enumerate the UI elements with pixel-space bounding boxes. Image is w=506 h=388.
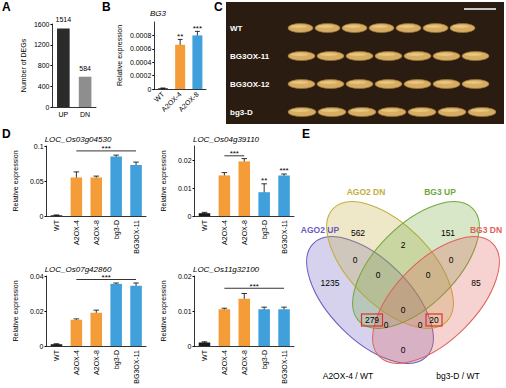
svg-text:bg3-D / WT: bg3-D / WT — [436, 371, 479, 381]
svg-text:WT: WT — [230, 24, 243, 33]
html-text:D: D — [2, 127, 11, 141]
svg-text:0: 0 — [449, 255, 454, 265]
svg-text:0: 0 — [40, 343, 44, 350]
html-text:E: E — [302, 127, 310, 141]
svg-text:0: 0 — [353, 255, 358, 265]
svg-text:0.1: 0.1 — [34, 143, 44, 150]
svg-text:0.0008: 0.0008 — [130, 32, 152, 39]
svg-text:Relative expression: Relative expression — [12, 280, 20, 341]
svg-text:WT: WT — [53, 219, 60, 231]
svg-text:LOC_Os07g42860: LOC_Os07g42860 — [45, 265, 112, 274]
svg-text:0.01: 0.01 — [178, 308, 192, 315]
svg-text:A2OX-4: A2OX-4 — [160, 90, 183, 114]
svg-text:0: 0 — [188, 213, 192, 220]
svg-text:0.04: 0.04 — [30, 273, 44, 280]
svg-text:Relative expression: Relative expression — [160, 280, 168, 341]
svg-text:1235: 1235 — [321, 278, 340, 288]
svg-text:0.02: 0.02 — [30, 308, 44, 315]
svg-text:Number of DEGs: Number of DEGs — [20, 38, 27, 92]
svg-text:WT: WT — [201, 219, 208, 231]
svg-text:0.0002: 0.0002 — [130, 72, 152, 79]
svg-text:85: 85 — [471, 278, 481, 288]
svg-text:0.0004: 0.0004 — [130, 59, 152, 66]
svg-text:0: 0 — [384, 320, 389, 330]
svg-text:bg3-D: bg3-D — [261, 350, 269, 369]
svg-text:bg3-D: bg3-D — [230, 108, 253, 117]
svg-text:**: ** — [261, 176, 267, 185]
svg-text:bg3-D: bg3-D — [261, 220, 269, 239]
svg-text:A2OX-4: A2OX-4 — [73, 350, 80, 375]
svg-text:BG3OX-11: BG3OX-11 — [281, 350, 288, 384]
svg-text:0.01: 0.01 — [178, 185, 192, 192]
svg-text:BG3OX-11: BG3OX-11 — [230, 52, 270, 61]
svg-text:0: 0 — [401, 345, 406, 355]
svg-text:bg3-D: bg3-D — [113, 350, 121, 369]
svg-text:BG3 UP: BG3 UP — [424, 187, 456, 197]
svg-text:Relative expression: Relative expression — [160, 150, 168, 211]
svg-text:0.05: 0.05 — [30, 178, 44, 185]
svg-text:400: 400 — [38, 83, 50, 90]
svg-text:BG3OX-12: BG3OX-12 — [230, 80, 270, 89]
svg-text:1600: 1600 — [34, 21, 50, 28]
svg-text:A2OX-8: A2OX-8 — [241, 220, 248, 245]
svg-text:A2OX-8: A2OX-8 — [177, 90, 200, 113]
svg-text:A2OX-4: A2OX-4 — [221, 350, 228, 375]
svg-text:A2OX-4 / WT: A2OX-4 / WT — [323, 371, 374, 381]
svg-text:BG3OX-11: BG3OX-11 — [133, 220, 140, 254]
svg-text:0: 0 — [401, 305, 406, 315]
svg-text:Relative expression: Relative expression — [116, 25, 124, 86]
svg-text:A2OX-4: A2OX-4 — [73, 220, 80, 245]
svg-text:A2OX-8: A2OX-8 — [93, 220, 100, 245]
svg-text:151: 151 — [441, 228, 455, 238]
svg-text:BG3 DN: BG3 DN — [470, 225, 502, 235]
svg-text:2: 2 — [401, 240, 406, 250]
svg-text:AGO2 DN: AGO2 DN — [347, 187, 386, 197]
svg-text:LOC_Os11g32100: LOC_Os11g32100 — [193, 265, 260, 274]
svg-text:AGO2 UP: AGO2 UP — [301, 225, 340, 235]
svg-text:WT: WT — [201, 349, 208, 361]
svg-text:LOC_Os03g04530: LOC_Os03g04530 — [45, 135, 112, 144]
svg-text:800: 800 — [38, 62, 50, 69]
svg-text:20: 20 — [429, 315, 439, 325]
svg-text:***: *** — [230, 149, 239, 158]
svg-text:BG3: BG3 — [150, 9, 167, 18]
svg-text:0: 0 — [426, 270, 431, 280]
svg-text:0: 0 — [418, 320, 423, 330]
svg-text:562: 562 — [351, 228, 365, 238]
svg-text:WT: WT — [53, 349, 60, 361]
svg-text:A2OX-4: A2OX-4 — [221, 220, 228, 245]
svg-text:***: *** — [279, 166, 288, 175]
svg-text:0.02: 0.02 — [178, 157, 192, 164]
svg-text:***: *** — [102, 273, 111, 282]
svg-text:0.02: 0.02 — [178, 273, 192, 280]
svg-text:LOC_Os04g39110: LOC_Os04g39110 — [193, 135, 260, 144]
svg-text:0.0006: 0.0006 — [130, 45, 152, 52]
svg-text:DN: DN — [80, 111, 90, 118]
svg-text:A2OX-8: A2OX-8 — [93, 350, 100, 375]
svg-text:BG3OX-11: BG3OX-11 — [133, 350, 140, 384]
svg-text:279: 279 — [365, 315, 379, 325]
svg-text:0: 0 — [40, 213, 44, 220]
svg-text:BG3OX-11: BG3OX-11 — [281, 220, 288, 254]
svg-text:0: 0 — [376, 270, 381, 280]
svg-text:UP: UP — [58, 111, 68, 118]
html-text:B: B — [102, 0, 111, 14]
svg-text:WT: WT — [153, 90, 166, 103]
svg-text:584: 584 — [79, 65, 91, 72]
svg-text:1200: 1200 — [34, 41, 50, 48]
svg-text:**: ** — [177, 32, 183, 41]
svg-text:***: *** — [250, 282, 259, 291]
svg-text:***: *** — [193, 24, 202, 33]
html-text:A: A — [2, 0, 11, 14]
svg-text:Relative expression: Relative expression — [12, 150, 20, 211]
svg-text:0: 0 — [188, 343, 192, 350]
svg-text:0: 0 — [147, 86, 151, 93]
svg-text:***: *** — [102, 144, 111, 153]
svg-text:1514: 1514 — [56, 16, 72, 23]
html-text:C: C — [214, 0, 223, 14]
svg-text:bg3-D: bg3-D — [113, 220, 121, 239]
svg-text:A2OX-8: A2OX-8 — [241, 350, 248, 375]
svg-text:0: 0 — [46, 104, 50, 111]
